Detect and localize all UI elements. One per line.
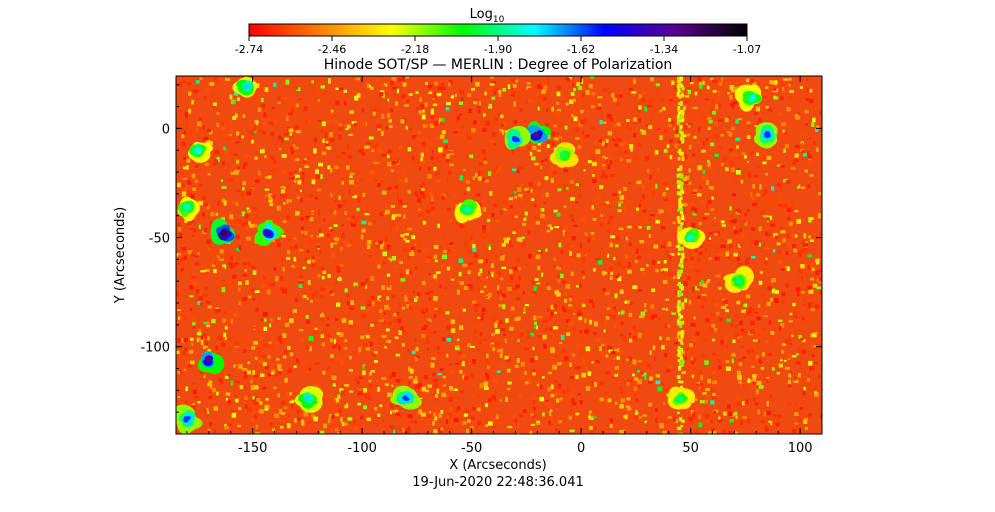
heatmap-patch (176, 404, 203, 434)
heatmap-patch (177, 196, 200, 222)
heatmap-patch (390, 385, 422, 410)
x-tick-label: 0 (577, 441, 585, 456)
y-axis-label: Y (Arcseconds) (113, 207, 128, 304)
colorbar-label: Log10 (470, 7, 505, 25)
colorbar-tick-label: -2.46 (318, 43, 346, 56)
colorbar-tick-label: -1.90 (484, 43, 512, 56)
colorbar-tick-label: -1.07 (733, 43, 761, 56)
heatmap-patch (232, 77, 258, 98)
heatmap-patch (198, 351, 225, 375)
x-tick-label: 100 (788, 441, 813, 456)
heatmap-patch (676, 227, 706, 249)
colorbar-tick-label: -1.62 (567, 43, 595, 56)
y-tick-label: -50 (149, 232, 170, 247)
y-axis: 0 -50 -100 (140, 84, 822, 413)
x-axis: -150 -100 -50 0 50 100 (186, 76, 823, 456)
y-tick-label: 0 (162, 122, 170, 137)
heatmap-patch (734, 84, 763, 112)
heatmap-patches (176, 77, 778, 434)
heatmap-patch (549, 142, 579, 168)
x-axis-label: X (Arcseconds) (449, 458, 546, 473)
plot-frame (175, 75, 823, 435)
heatmap-area (176, 76, 822, 434)
heatmap-patch (210, 218, 235, 245)
x-tick-label: -150 (238, 441, 268, 456)
colorbar (248, 23, 748, 37)
heatmap-patch (667, 386, 696, 410)
colorbar-tick-label: -1.34 (650, 43, 678, 56)
chart-title: Hinode SOT/SP — MERLIN : Degree of Polar… (324, 57, 673, 73)
heatmap-patch (294, 386, 323, 413)
heatmap-patch (504, 125, 531, 150)
heatmap-patch (523, 121, 551, 145)
heatmap-patch (723, 265, 754, 293)
colorbar-tick-label: -2.18 (401, 43, 429, 56)
heatmap-patch (454, 199, 482, 224)
y-tick-label: -100 (140, 341, 170, 356)
heatmap-patch (254, 219, 284, 246)
x-tick-label: 50 (682, 441, 699, 456)
heatmap-patch (754, 122, 778, 149)
colorbar-tick-label: -2.74 (235, 43, 263, 56)
colorbar-ticks: -2.74 -2.46 -2.18 -1.90 -1.62 -1.34 -1.07 (235, 36, 761, 56)
x-tick-label: -100 (347, 441, 377, 456)
timestamp: 19-Jun-2020 22:48:36.041 (412, 475, 584, 490)
heatmap-patch (187, 141, 213, 163)
x-tick-label: -50 (461, 441, 482, 456)
